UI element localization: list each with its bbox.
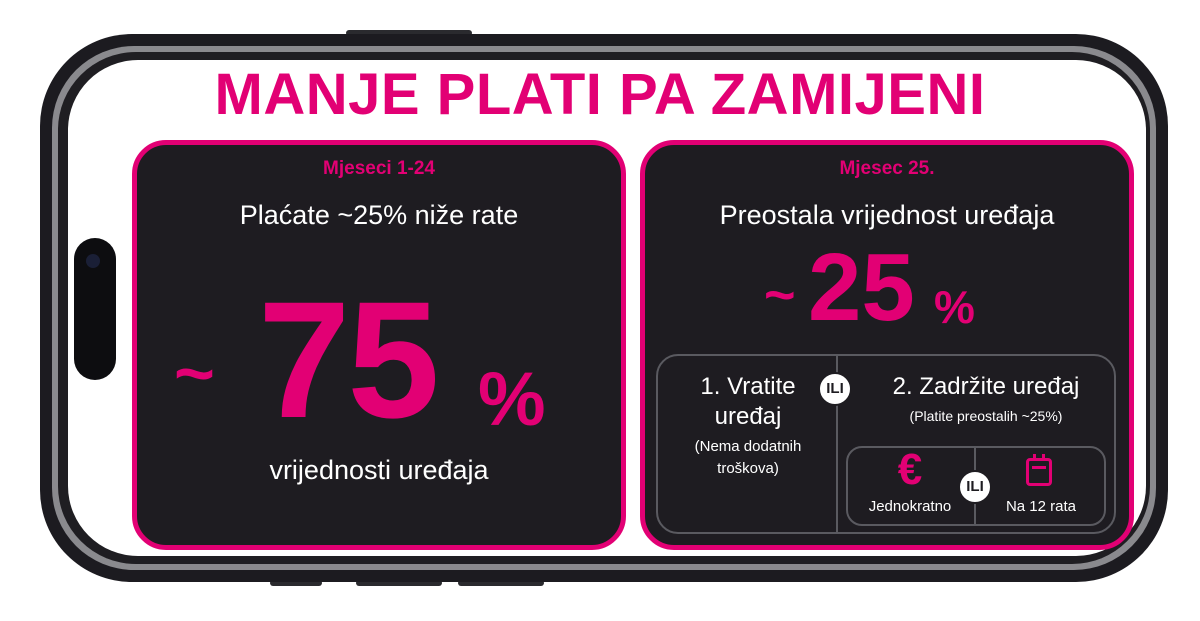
option-return-title: 1. Vratite uređaj: [660, 372, 836, 432]
right-tilde: ~: [764, 265, 796, 325]
option-return-title-line1: 1. Vratite: [700, 373, 796, 400]
left-percentage-value: 75: [258, 268, 440, 453]
left-panel-title: Plaćate ~25% niže rate: [239, 200, 519, 230]
phone-button-bottom-3: [458, 580, 544, 586]
left-panel-period: Mjeseci 1-24: [323, 158, 435, 179]
left-percent-sign: %: [478, 357, 546, 442]
phone-button-bottom-2: [356, 580, 442, 586]
payment-installments-label: Na 12 rata: [1005, 498, 1077, 515]
or-badge-small: ILI: [958, 470, 992, 504]
euro-icon: €: [897, 445, 923, 494]
phone-button-top: [346, 30, 472, 36]
or-badge: ILI: [818, 372, 852, 406]
left-tilde: ~: [174, 334, 215, 412]
headline: MANJE PLATI PA ZAMIJENI: [214, 62, 986, 127]
options-divider: [836, 356, 838, 532]
phone-button-bottom-1: [270, 580, 322, 586]
option-return-note: (Nema dodatnih troškova): [660, 436, 836, 480]
option-return-title-line2: uređaj: [714, 403, 782, 430]
left-panel: [132, 140, 626, 550]
option-keep-title: 2. Zadržite uređaj: [892, 373, 1080, 400]
options-box: [656, 354, 1116, 534]
payment-one-time-label: Jednokratno: [868, 498, 952, 515]
option-return-note-line2: troškova): [717, 460, 779, 477]
left-panel-caption: vrijednosti uređaja: [269, 455, 489, 485]
right-panel-title: Preostala vrijednost uređaja: [719, 200, 1055, 230]
camera-icon: [86, 254, 100, 268]
right-panel-period: Mjesec 25.: [839, 158, 935, 179]
payment-options-box: [846, 446, 1106, 526]
option-keep-note: (Platite preostalih ~25%): [909, 408, 1063, 424]
calendar-icon: [1026, 454, 1052, 486]
right-percent-sign: %: [934, 281, 975, 333]
right-percentage-value: 25: [808, 234, 915, 341]
option-return-note-line1: (Nema dodatnih: [694, 438, 802, 455]
